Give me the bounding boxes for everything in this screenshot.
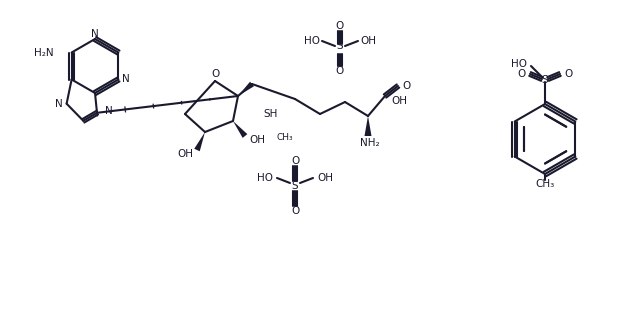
Text: NH₂: NH₂ bbox=[360, 138, 380, 148]
Text: OH: OH bbox=[360, 36, 376, 46]
Polygon shape bbox=[233, 121, 247, 138]
Text: N: N bbox=[91, 29, 99, 39]
Text: OH: OH bbox=[249, 135, 265, 145]
Text: HO: HO bbox=[304, 36, 320, 46]
Text: HO: HO bbox=[257, 173, 273, 183]
Text: SH: SH bbox=[264, 109, 278, 119]
Text: N: N bbox=[122, 74, 129, 84]
Text: H₂N: H₂N bbox=[34, 47, 53, 57]
Polygon shape bbox=[365, 116, 371, 136]
Text: N: N bbox=[55, 99, 63, 109]
Text: OH: OH bbox=[391, 96, 407, 106]
Text: HO: HO bbox=[511, 59, 527, 69]
Polygon shape bbox=[238, 82, 254, 96]
Text: S: S bbox=[337, 41, 343, 51]
Text: OH: OH bbox=[177, 149, 193, 159]
Text: CH₃: CH₃ bbox=[277, 133, 293, 142]
Text: O: O bbox=[336, 66, 344, 76]
Text: O: O bbox=[291, 156, 299, 166]
Text: S: S bbox=[292, 181, 298, 191]
Text: N: N bbox=[105, 106, 113, 116]
Text: O: O bbox=[336, 21, 344, 31]
Text: S: S bbox=[542, 75, 548, 85]
Text: O: O bbox=[518, 69, 526, 79]
Text: O: O bbox=[211, 69, 219, 79]
Text: CH₃: CH₃ bbox=[535, 179, 555, 189]
Text: O: O bbox=[564, 69, 572, 79]
Text: O: O bbox=[402, 81, 410, 91]
Polygon shape bbox=[194, 132, 205, 151]
Text: O: O bbox=[291, 206, 299, 216]
Text: OH: OH bbox=[317, 173, 333, 183]
